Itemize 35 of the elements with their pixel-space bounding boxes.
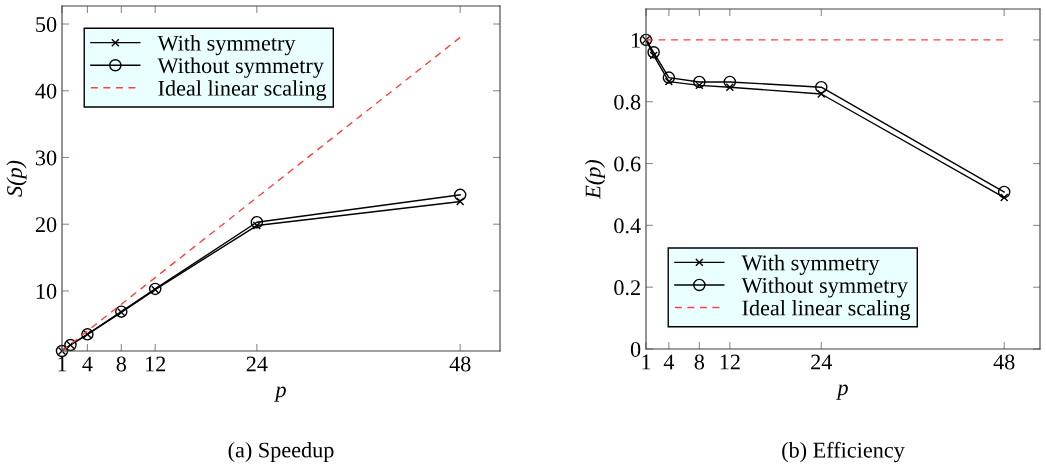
y-tick-label: 10 (36, 283, 57, 299)
x-tick-label: 24 (246, 356, 268, 372)
y-tick-label: 0.6 (614, 156, 641, 172)
x-tick-label: 1 (58, 356, 67, 372)
x-tick-label: 48 (449, 356, 471, 372)
legend-label: Without symmetry (741, 277, 908, 298)
legend-label: With symmetry (741, 254, 880, 275)
text: (a) Speedup (228, 441, 334, 463)
y-tick-label: 40 (35, 83, 57, 99)
legend-label: Ideal linear scaling (742, 299, 911, 321)
x-tick-label: 4 (82, 356, 93, 372)
legend-label: Ideal linear scaling (158, 80, 327, 101)
x-tick-label: 8 (116, 356, 127, 372)
x-tick-label: 8 (694, 354, 705, 370)
x-tick-label: 24 (811, 354, 833, 370)
y-tick-label: 0.8 (614, 94, 641, 110)
y-tick-label: 50 (36, 16, 57, 32)
y-tick-label: 20 (35, 217, 57, 233)
x-axis-title: p (274, 386, 286, 402)
x-tick-label: 12 (146, 356, 166, 372)
legend-label: With symmetry (157, 35, 296, 56)
y-tick-label: 30 (35, 150, 57, 166)
y-tick-label: 1 (631, 32, 640, 48)
x-axis-title: p (836, 384, 848, 400)
y-tick-label: 0.4 (614, 218, 641, 234)
y-tick-label: 0.2 (614, 280, 640, 296)
x-tick-label: 1 (642, 354, 651, 370)
x-tick-label: 4 (663, 354, 675, 370)
text: (b) Efficiency (782, 441, 905, 463)
x-tick-label: 48 (993, 354, 1015, 370)
x-tick-label: 12 (720, 354, 740, 370)
y-axis-title: E(p) (584, 159, 606, 199)
y-axis-title: S(p) (6, 160, 27, 197)
legend-label: Without symmetry (157, 57, 324, 78)
y-tick-label: 0 (630, 341, 641, 357)
